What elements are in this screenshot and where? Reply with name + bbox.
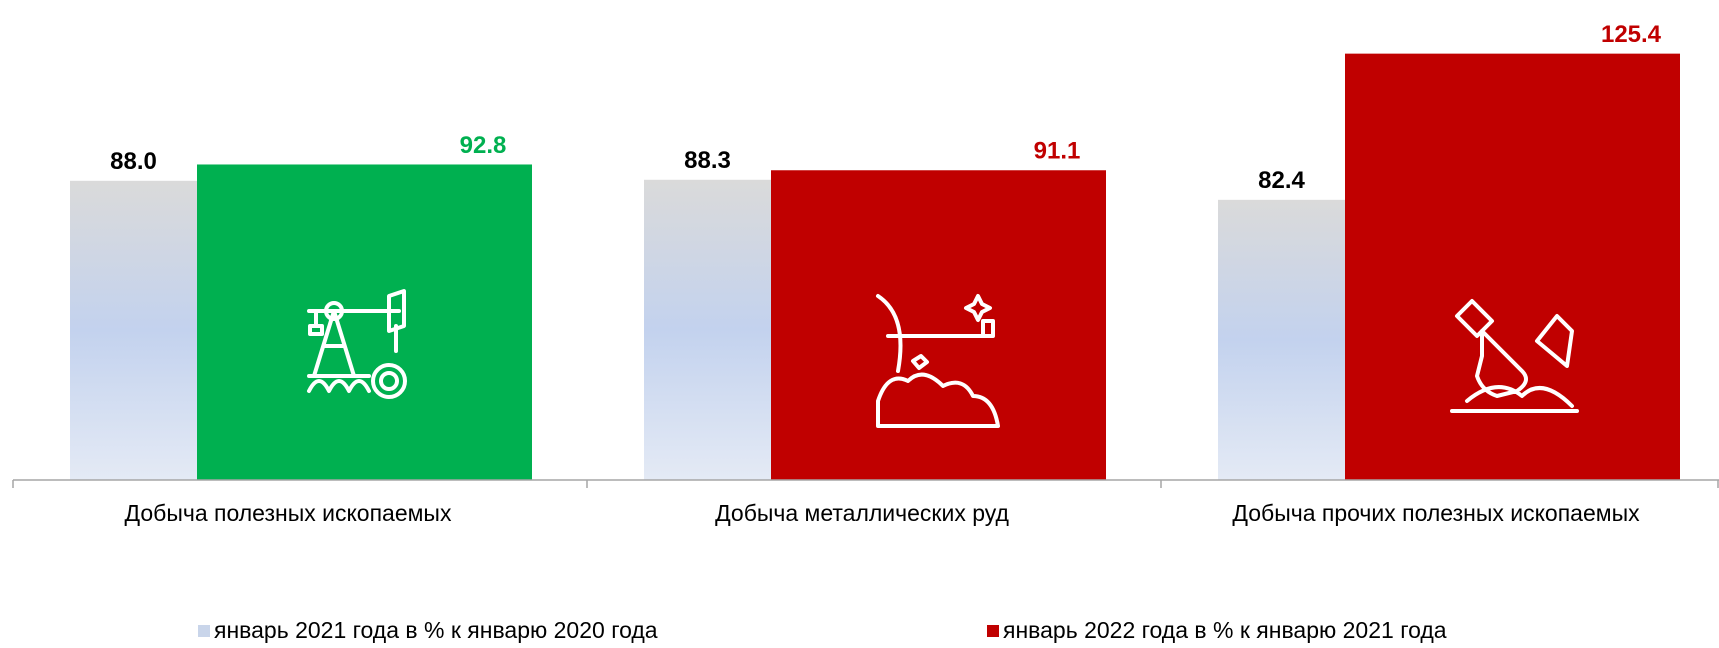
bar: [644, 179, 771, 480]
data-label: 88.0: [110, 148, 157, 175]
bar: [197, 164, 532, 481]
x-tick-label: Добыча металлических руд: [715, 500, 1009, 526]
bar: [1345, 53, 1680, 480]
data-label: 82.4: [1258, 167, 1305, 194]
legend-label: январь 2022 года в % к январю 2021 года: [1003, 617, 1447, 643]
plot: 88.0 92.8 Добыча полезных ископаемых 88.3 91…: [12, 21, 1719, 526]
x-tick-label: Добыча прочих полезных ископаемых: [1232, 500, 1640, 526]
legend: январь 2021 года в % к январю 2020 года я…: [198, 617, 1447, 643]
x-tick-label: Добыча полезных ископаемых: [125, 500, 452, 526]
legend-swatch: [198, 625, 210, 637]
bar: [70, 180, 197, 481]
data-label: 91.1: [1034, 138, 1081, 165]
icons: [307, 289, 1579, 428]
bar: [1218, 199, 1345, 480]
icon-pickaxe: [876, 294, 1000, 428]
data-label: 92.8: [460, 132, 507, 159]
data-label: 88.3: [684, 147, 731, 174]
data-label: 125.4: [1601, 21, 1662, 48]
legend-swatch: [987, 625, 999, 637]
icon-shovel: [1450, 299, 1579, 413]
legend-label: январь 2021 года в % к январю 2020 года: [214, 617, 658, 643]
icon-oil-pump: [307, 289, 407, 399]
bar: [771, 170, 1106, 480]
